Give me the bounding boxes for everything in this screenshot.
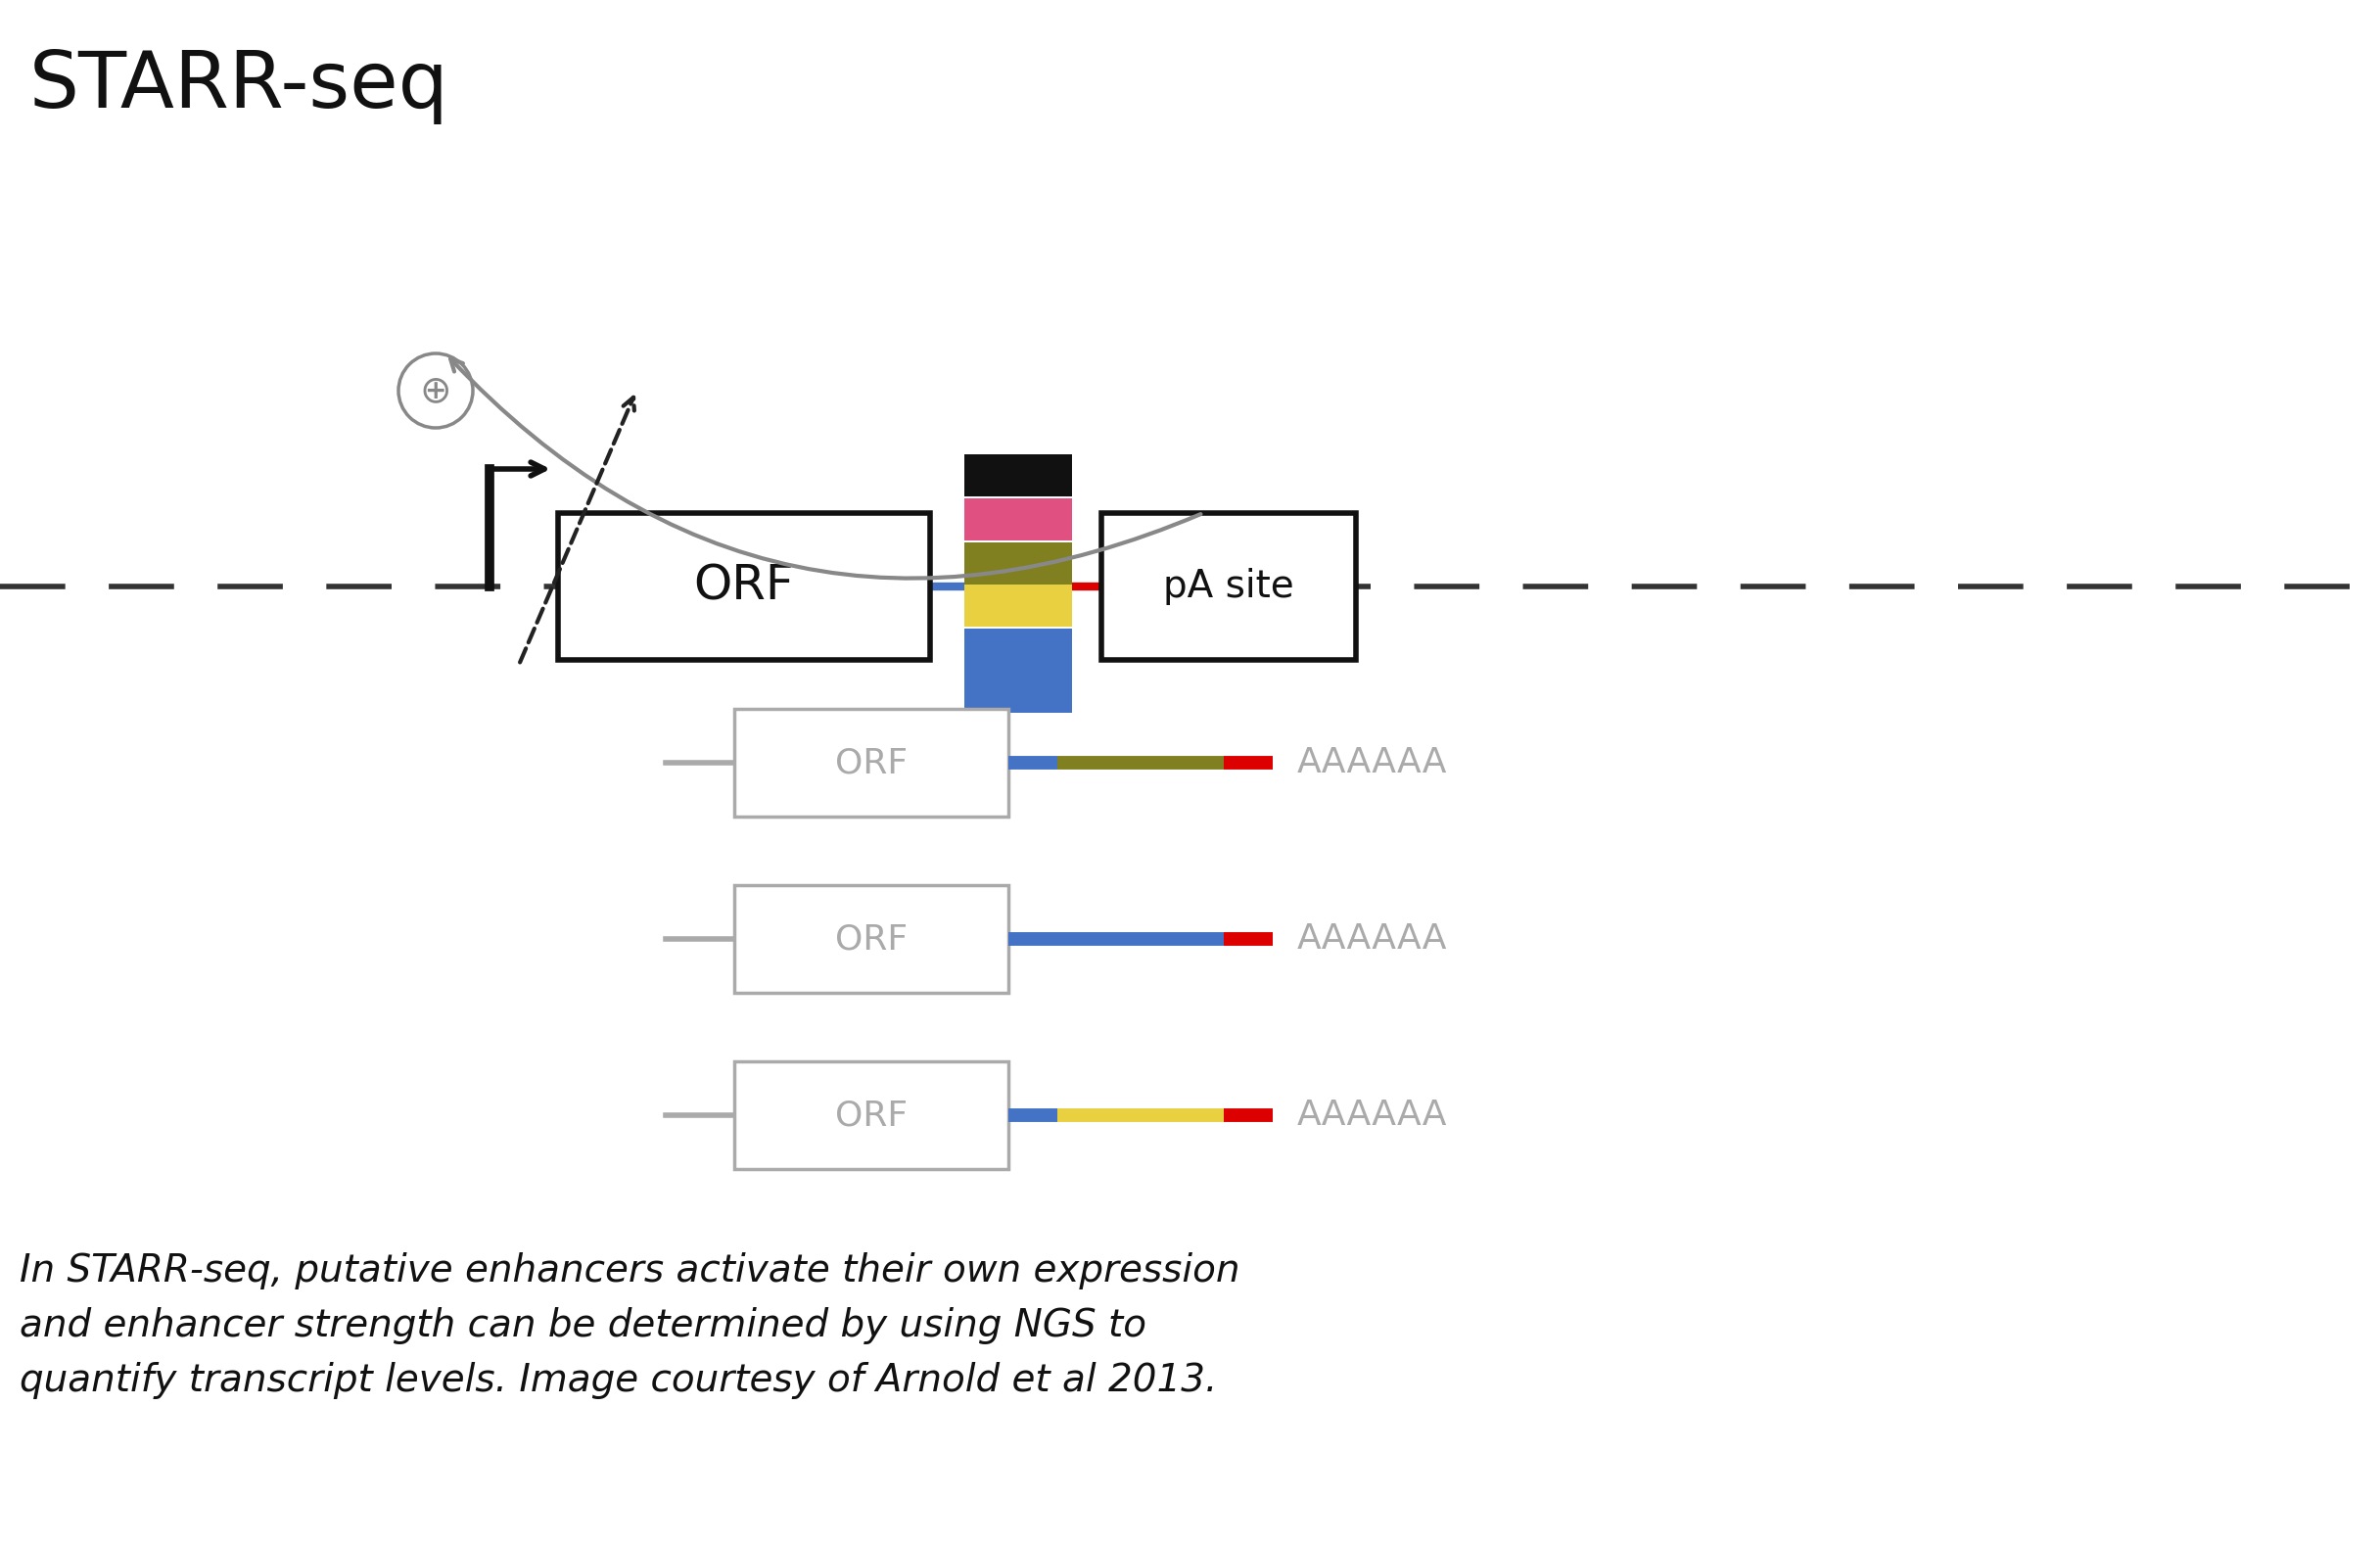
Bar (964, 629, 1071, 671)
Bar (964, 498, 1071, 541)
Text: pA site: pA site (1164, 567, 1295, 604)
Text: In STARR-seq, putative enhancers activate their own expression
and enhancer stre: In STARR-seq, putative enhancers activat… (19, 1252, 1240, 1399)
Bar (964, 455, 1071, 496)
FancyBboxPatch shape (557, 513, 931, 660)
Text: ORF: ORF (835, 1099, 907, 1132)
FancyBboxPatch shape (735, 710, 1009, 816)
Bar (964, 671, 1071, 713)
Text: ORF: ORF (835, 747, 907, 779)
Text: ORF: ORF (835, 923, 907, 955)
Text: AAAAAA: AAAAAA (1297, 747, 1447, 779)
Text: AAAAAA: AAAAAA (1297, 1099, 1447, 1132)
FancyBboxPatch shape (735, 1062, 1009, 1169)
FancyBboxPatch shape (1102, 513, 1357, 660)
Circle shape (397, 354, 474, 428)
FancyBboxPatch shape (735, 886, 1009, 993)
Text: ORF: ORF (695, 563, 795, 611)
Text: AAAAAA: AAAAAA (1297, 923, 1447, 955)
Bar (964, 584, 1071, 626)
Text: STARR-seq: STARR-seq (29, 48, 450, 124)
Text: ⊕: ⊕ (419, 373, 452, 410)
Bar (964, 543, 1071, 584)
